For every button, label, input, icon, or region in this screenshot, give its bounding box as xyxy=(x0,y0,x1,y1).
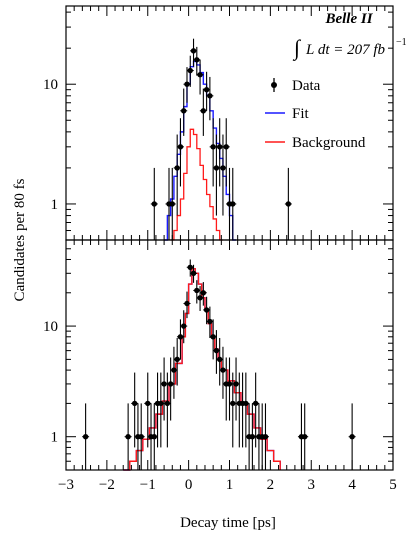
data-point xyxy=(174,165,180,171)
y-tick-label: 1 xyxy=(51,197,59,213)
luminosity-label: ∫ L dt = 207 fb −1 xyxy=(292,35,407,61)
data-point xyxy=(138,433,144,440)
data-point xyxy=(184,300,190,307)
y-tick-label: 1 xyxy=(51,430,59,446)
x-tick-label: 2 xyxy=(267,477,275,493)
x-tick-label: −2 xyxy=(99,477,115,493)
data-point xyxy=(190,48,197,54)
data-point xyxy=(131,400,138,407)
bottom-panel: 1 10 −3 −2 −1 0 1 2 3 4 5 xyxy=(43,239,397,493)
data-point xyxy=(194,287,200,294)
data-point xyxy=(145,400,151,407)
x-tick-label: 3 xyxy=(308,477,316,493)
legend-item-fit: Fit xyxy=(265,106,310,122)
data-point xyxy=(190,270,197,277)
top-panel: 1 10 xyxy=(43,5,394,241)
data-point xyxy=(230,201,236,207)
data-point xyxy=(125,433,131,440)
data-point xyxy=(230,400,236,407)
data-point xyxy=(187,264,193,270)
x-tick-label: −3 xyxy=(58,477,74,493)
data-point xyxy=(200,290,207,296)
legend-item-data: Data xyxy=(271,78,321,94)
data-point xyxy=(210,144,216,150)
data-point xyxy=(197,295,203,301)
data-point xyxy=(302,433,308,440)
data-point xyxy=(213,165,220,171)
data-point xyxy=(233,381,239,387)
data-point xyxy=(223,144,229,150)
data-point xyxy=(151,433,157,440)
data-point xyxy=(216,356,223,363)
data-point xyxy=(164,400,171,407)
x-tick-label: 1 xyxy=(226,477,234,493)
data-point xyxy=(203,307,210,313)
y-axis-label: Candidates per 80 fs xyxy=(12,178,28,301)
data-point xyxy=(210,334,216,340)
data-point xyxy=(220,165,226,171)
data-point xyxy=(171,367,177,373)
data-point xyxy=(207,318,213,325)
data-point xyxy=(187,67,193,74)
background-histogram xyxy=(170,128,223,241)
legend-label-fit: Fit xyxy=(292,106,310,122)
data-point xyxy=(207,93,213,99)
data-point xyxy=(262,433,269,440)
legend-data-marker xyxy=(271,82,277,88)
x-tick-label: 4 xyxy=(348,477,356,493)
luminosity-text: L dt = 207 fb xyxy=(305,42,386,58)
data-point xyxy=(226,381,233,387)
experiment-label: Belle II xyxy=(324,11,373,27)
data-point xyxy=(82,433,89,440)
data-point xyxy=(184,81,190,87)
data-point xyxy=(181,323,187,329)
y-tick-label: 10 xyxy=(43,77,58,93)
legend: Data Fit Background xyxy=(265,78,366,151)
data-point xyxy=(181,108,187,114)
data-point xyxy=(161,381,167,387)
x-axis-label: Decay time [ps] xyxy=(180,515,276,531)
legend-label-background: Background xyxy=(292,135,366,151)
data-point xyxy=(158,400,164,407)
data-point xyxy=(220,367,226,373)
y-tick-label: 10 xyxy=(43,319,58,335)
data-point xyxy=(216,144,223,150)
data-point xyxy=(167,381,174,387)
plot-frame xyxy=(65,239,394,471)
data-point xyxy=(243,400,249,407)
data-point xyxy=(174,356,180,363)
legend-item-background: Background xyxy=(265,135,366,151)
luminosity-exponent: −1 xyxy=(396,37,407,48)
data-point xyxy=(197,72,203,78)
data-point xyxy=(177,144,184,150)
data-point xyxy=(285,201,292,207)
data-point xyxy=(177,334,184,340)
data-point xyxy=(349,433,355,440)
x-tick-label: 0 xyxy=(185,477,193,493)
data-point xyxy=(200,108,207,114)
data-point xyxy=(203,86,210,93)
data-point xyxy=(249,433,256,440)
legend-label-data: Data xyxy=(292,78,321,94)
data-point xyxy=(169,201,175,207)
data-point xyxy=(213,347,220,354)
data-point xyxy=(151,201,157,207)
data-point xyxy=(194,57,200,63)
x-tick-label: 5 xyxy=(389,477,397,493)
data-point xyxy=(252,400,259,407)
integral-symbol: ∫ xyxy=(292,35,302,61)
x-tick-label: −1 xyxy=(140,477,156,493)
